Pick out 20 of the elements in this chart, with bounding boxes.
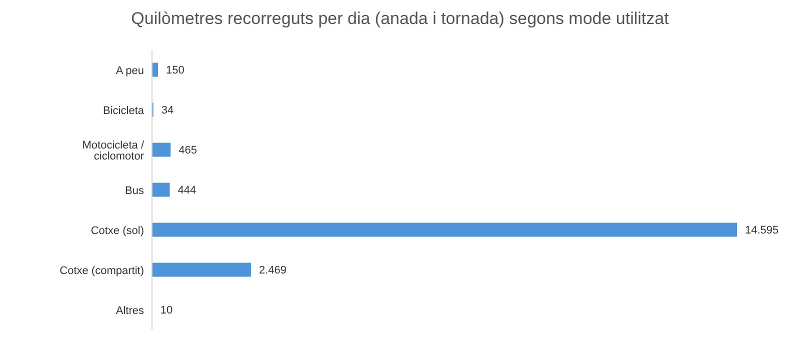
y-tick-label: Altres [116,304,144,317]
bar [152,262,251,277]
y-tick-label: Bicicleta [103,104,145,117]
data-label: 465 [178,144,197,157]
data-label: 34 [161,104,174,117]
y-tick-label: Cotxe (compartit) [60,264,144,277]
bar [152,222,737,237]
data-label: 14.595 [745,224,779,237]
bar [152,182,170,197]
chart-title: Quilòmetres recorreguts per dia (anada i tornada) segons mode utilitzat [131,9,670,28]
bar [152,62,158,77]
y-tick-label: Motocicleta / ciclomotor [82,139,145,162]
data-label: 2.469 [258,264,286,277]
bar [152,142,171,157]
y-tick-label: Bus [125,184,144,197]
data-label: 10 [160,304,173,317]
y-tick-label: Cotxe (sol) [90,224,144,237]
data-label: 150 [166,64,184,77]
data-label: 444 [178,184,196,197]
y-tick-label: A peu [116,64,144,77]
